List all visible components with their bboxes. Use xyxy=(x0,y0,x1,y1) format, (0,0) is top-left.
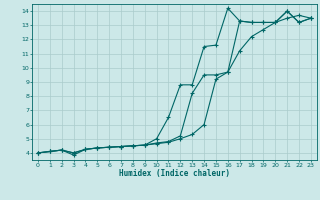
X-axis label: Humidex (Indice chaleur): Humidex (Indice chaleur) xyxy=(119,169,230,178)
